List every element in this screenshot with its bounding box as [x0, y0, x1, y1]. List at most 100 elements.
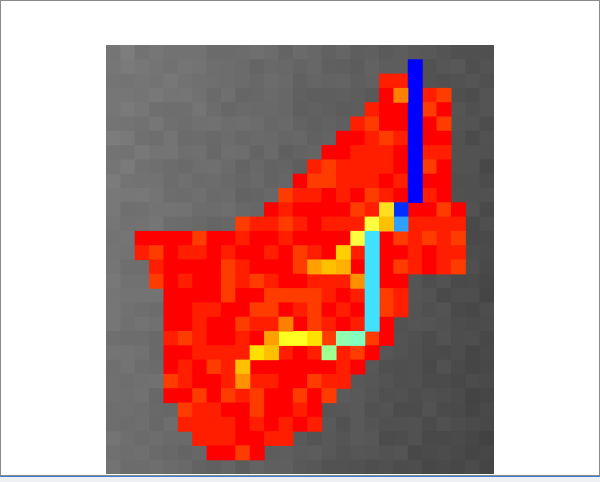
background-pixel: [120, 202, 136, 218]
background-pixel: [235, 45, 251, 60]
background-pixel: [321, 431, 337, 446]
background-pixel: [350, 388, 366, 404]
background-pixel: [292, 431, 308, 446]
heat-pixel: [206, 431, 222, 446]
heat-pixel: [235, 316, 251, 332]
background-pixel: [163, 416, 179, 432]
heat-pixel: [177, 316, 193, 332]
heat-pixel: [422, 130, 438, 146]
heat-pixel: [264, 302, 280, 318]
background-pixel: [206, 116, 222, 132]
background-pixel: [436, 316, 452, 332]
heat-pixel: [393, 202, 409, 218]
background-pixel: [364, 388, 380, 404]
background-pixel: [149, 116, 165, 132]
background-pixel: [379, 459, 395, 474]
background-pixel: [120, 188, 136, 203]
background-pixel: [393, 402, 409, 418]
heat-pixel: [220, 345, 236, 361]
background-pixel: [364, 445, 380, 461]
background-pixel: [436, 345, 452, 361]
heat-pixel: [134, 230, 150, 246]
background-pixel: [422, 273, 438, 289]
background-pixel: [249, 102, 265, 118]
background-pixel: [321, 45, 337, 60]
status-divider: [0, 476, 600, 477]
background-pixel: [307, 116, 323, 132]
background-pixel: [479, 302, 494, 318]
background-pixel: [379, 388, 395, 404]
background-pixel: [106, 316, 121, 332]
background-pixel: [407, 45, 423, 60]
background-pixel: [436, 388, 452, 404]
background-pixel: [177, 45, 193, 60]
heat-pixel: [307, 216, 323, 232]
heat-pixel: [335, 245, 351, 261]
heat-pixel: [192, 302, 208, 318]
background-pixel: [163, 116, 179, 132]
heat-pixel: [292, 173, 308, 189]
heat-pixel: [335, 302, 351, 318]
background-pixel: [106, 202, 121, 218]
heat-pixel: [379, 245, 395, 261]
background-pixel: [106, 445, 121, 461]
heat-pixel: [393, 130, 409, 146]
background-pixel: [120, 388, 136, 404]
heat-pixel: [264, 416, 280, 432]
heat-pixel: [321, 373, 337, 389]
background-pixel: [220, 173, 236, 189]
heat-pixel: [379, 331, 395, 346]
heat-pixel: [278, 345, 294, 361]
background-pixel: [192, 202, 208, 218]
background-pixel: [249, 145, 265, 160]
heat-pixel: [335, 259, 351, 275]
heat-pixel: [364, 145, 380, 160]
heat-pixel: [220, 373, 236, 389]
heat-pixel: [436, 188, 452, 203]
heat-pixel: [235, 259, 251, 275]
background-pixel: [465, 173, 481, 189]
heat-pixel: [307, 188, 323, 203]
background-pixel: [350, 459, 366, 474]
heat-pixel: [335, 373, 351, 389]
heat-pixel: [278, 202, 294, 218]
background-pixel: [134, 73, 150, 89]
background-pixel: [450, 173, 466, 189]
background-pixel: [321, 459, 337, 474]
heat-pixel: [379, 73, 395, 89]
heat-pixel: [235, 445, 251, 461]
background-pixel: [206, 459, 222, 474]
background-pixel: [106, 102, 121, 118]
heat-pixel: [307, 416, 323, 432]
background-pixel: [120, 59, 136, 75]
background-pixel: [264, 59, 280, 75]
heat-pixel: [292, 202, 308, 218]
heat-pixel: [220, 259, 236, 275]
heat-pixel: [393, 145, 409, 160]
heat-pixel: [350, 230, 366, 246]
heat-pixel: [206, 331, 222, 346]
heat-pixel: [192, 316, 208, 332]
heat-pixel: [350, 173, 366, 189]
background-pixel: [422, 445, 438, 461]
background-pixel: [149, 45, 165, 60]
background-pixel: [479, 402, 494, 418]
background-pixel: [249, 188, 265, 203]
heat-pixel: [278, 230, 294, 246]
background-pixel: [450, 87, 466, 103]
background-pixel: [465, 416, 481, 432]
heat-pixel: [335, 159, 351, 175]
background-pixel: [450, 316, 466, 332]
heat-pixel: [249, 288, 265, 303]
heat-pixel: [235, 245, 251, 261]
background-pixel: [364, 59, 380, 75]
heat-pixel: [350, 202, 366, 218]
background-pixel: [149, 202, 165, 218]
background-pixel: [335, 416, 351, 432]
background-pixel: [177, 159, 193, 175]
heat-pixel: [192, 416, 208, 432]
background-pixel: [163, 59, 179, 75]
background-pixel: [350, 102, 366, 118]
heat-pixel: [163, 345, 179, 361]
heat-pixel: [264, 216, 280, 232]
